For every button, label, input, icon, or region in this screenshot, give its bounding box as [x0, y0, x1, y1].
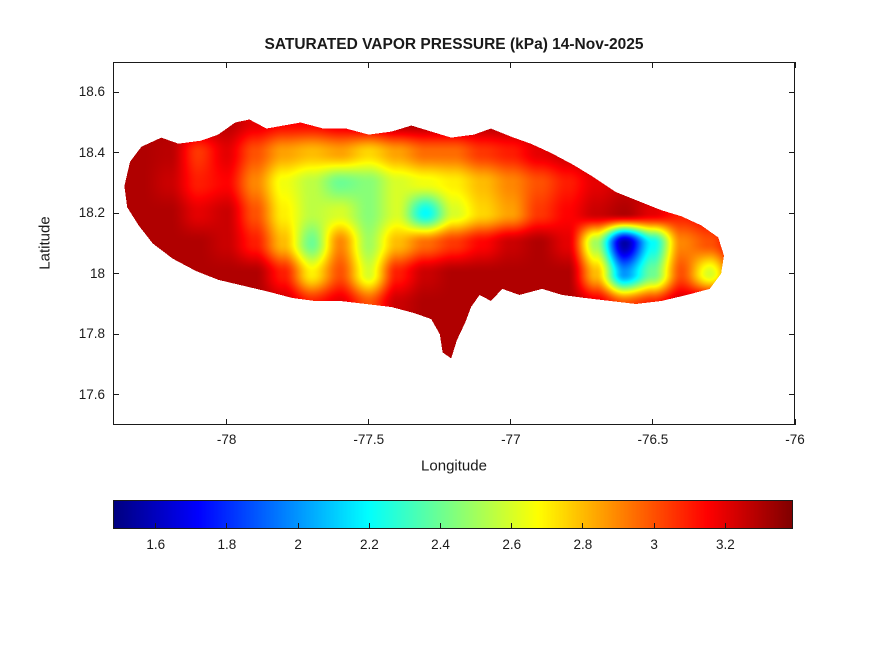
plot-title: SATURATED VAPOR PRESSURE (kPa) 14-Nov-20… — [264, 36, 644, 53]
y-axis-label: Latitude — [36, 216, 54, 270]
x-tick-mirror — [368, 62, 370, 68]
colorbar-tick — [724, 523, 726, 529]
x-tick — [368, 419, 370, 425]
y-tick-mirror — [789, 394, 795, 396]
x-tick-label: -78 — [216, 432, 237, 447]
colorbar-canvas — [113, 500, 793, 529]
colorbar-tick-label: 2.4 — [431, 537, 450, 552]
colorbar-tick-label: 3.2 — [715, 537, 735, 552]
x-tick — [226, 419, 228, 425]
x-tick-mirror — [510, 62, 512, 68]
y-tick-mirror — [789, 273, 795, 275]
y-tick-label: 17.8 — [78, 326, 105, 342]
colorbar-tick — [511, 523, 513, 529]
y-tick-mirror — [789, 152, 795, 154]
y-tick — [113, 91, 119, 93]
x-tick-label: -77.5 — [353, 432, 385, 447]
x-tick-mirror — [652, 62, 654, 68]
colorbar-tick-label: 3 — [650, 537, 658, 552]
colorbar-tick — [297, 523, 299, 529]
y-tick — [113, 212, 119, 214]
colorbar-tick — [155, 523, 157, 529]
x-tick-label: -77 — [501, 432, 521, 447]
y-tick-mirror — [789, 333, 795, 335]
y-tick-mirror — [789, 212, 795, 214]
colorbar-tick — [440, 523, 442, 529]
colorbar-tick — [226, 523, 228, 529]
x-tick-label: -76 — [785, 432, 805, 447]
y-tick — [113, 394, 119, 396]
map-canvas — [113, 62, 795, 425]
colorbar-tick-label: 2 — [294, 537, 302, 552]
y-tick-label: 17.6 — [78, 386, 105, 402]
y-tick — [113, 333, 119, 335]
x-tick — [510, 419, 512, 425]
colorbar-tick-label: 2.2 — [359, 537, 379, 552]
y-tick-label: 18.6 — [78, 84, 105, 100]
colorbar-tick-label: 1.8 — [217, 537, 237, 552]
x-axis-label: Longitude — [421, 457, 487, 475]
x-tick-mirror — [794, 62, 796, 68]
colorbar-tick-label: 2.6 — [502, 537, 522, 552]
y-tick-label: 18.4 — [78, 144, 105, 160]
colorbar-tick — [368, 523, 370, 529]
y-tick-label: 18 — [89, 265, 105, 281]
x-tick — [652, 419, 654, 425]
y-tick-label: 18.2 — [78, 205, 105, 221]
x-tick-label: -76.5 — [637, 432, 669, 447]
x-tick — [794, 419, 796, 425]
colorbar-tick — [653, 523, 655, 529]
x-tick-mirror — [226, 62, 228, 68]
y-tick-mirror — [789, 91, 795, 93]
colorbar-tick — [582, 523, 584, 529]
colorbar-tick-label: 1.6 — [146, 537, 166, 552]
y-tick — [113, 273, 119, 275]
y-tick — [113, 152, 119, 154]
colorbar-tick-label: 2.8 — [573, 537, 593, 552]
